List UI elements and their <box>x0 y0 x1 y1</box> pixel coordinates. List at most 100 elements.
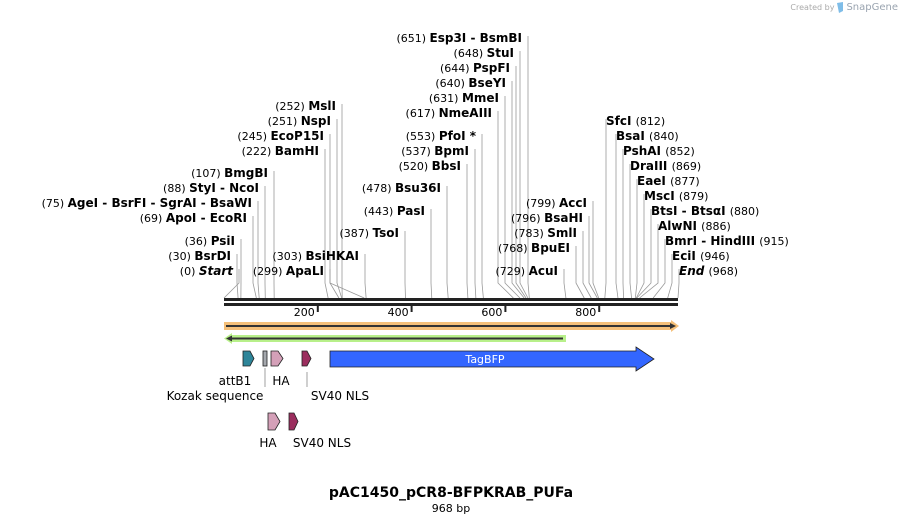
sv40-nls-label-top: SV40 NLS <box>311 389 369 403</box>
restriction-site-label[interactable]: (520) BbsI <box>399 159 461 173</box>
site-leader-line <box>329 134 340 299</box>
restriction-site-label[interactable]: (75) AgeI - BsrFI - SgrAI - BsaWI <box>42 196 252 210</box>
site-leader-line <box>667 254 673 299</box>
ha-label-top: HA <box>272 374 290 388</box>
ruler-tick-label: 400 <box>388 306 409 319</box>
site-leader-line <box>497 111 514 299</box>
restriction-site-label[interactable]: (553) PfoI * <box>406 129 477 143</box>
restriction-site-label[interactable]: (799) AccI <box>526 196 587 210</box>
restriction-site-label[interactable]: PshAI (852) <box>623 144 695 158</box>
ha-feature-top[interactable] <box>270 350 284 367</box>
restriction-site-label[interactable]: (729) AcuI <box>496 264 559 278</box>
restriction-site-label[interactable]: EaeI (877) <box>637 174 700 188</box>
restriction-site-label[interactable]: (644) PspFI <box>440 61 510 75</box>
site-leader-line <box>635 194 645 299</box>
restriction-site-label[interactable]: (796) BsaHI <box>511 211 583 225</box>
plasmid-length: 968 bp <box>431 502 471 515</box>
site-leader-line <box>446 186 449 299</box>
restriction-site-label[interactable]: (0) Start <box>180 264 234 278</box>
sv40-nls-feature-top[interactable] <box>301 350 312 367</box>
restriction-site-label[interactable]: (222) BamHI <box>242 144 319 158</box>
restriction-site-label[interactable]: AlwNI (886) <box>658 219 731 233</box>
credit-brand: SnapGene <box>846 2 898 13</box>
sv40-nls-feature-bottom[interactable] <box>288 412 299 431</box>
kozak-feature[interactable] <box>262 350 268 367</box>
site-leader-line <box>223 269 240 299</box>
restriction-site-label[interactable]: (36) PsiI <box>185 234 235 248</box>
site-leader-line <box>511 81 525 299</box>
site-leader-line <box>329 269 365 299</box>
orange-feature-arrow[interactable] <box>224 320 679 332</box>
site-leader-line <box>481 134 484 299</box>
restriction-site-label[interactable]: (245) EcoP15I <box>237 129 324 143</box>
site-leader-line <box>324 149 329 299</box>
restriction-site-label[interactable]: (299) ApaLI <box>253 264 324 278</box>
ruler-tick-label: 800 <box>575 306 596 319</box>
site-leader-line <box>592 201 600 299</box>
attb1-label: attB1 <box>219 374 252 388</box>
restriction-site-label[interactable]: (252) MslI <box>275 99 336 113</box>
site-leader-line <box>364 254 367 299</box>
plasmid-title: pAC1450_pCR8-BFPKRAB_PUFa <box>328 485 574 501</box>
restriction-site-label[interactable]: (303) BsiHKAI <box>272 249 359 263</box>
restriction-site-label[interactable]: (443) PasI <box>364 204 425 218</box>
site-leader-line <box>677 269 680 299</box>
site-leader-line <box>636 209 652 299</box>
restriction-site-label[interactable]: (387) TsoI <box>339 226 399 240</box>
site-leader-line <box>588 216 598 299</box>
ruler-tick-label: 200 <box>294 306 315 319</box>
site-leader-line <box>504 96 521 299</box>
kozak-label: Kozak sequence <box>167 389 264 403</box>
restriction-site-label[interactable]: BmrI - HindIII (915) <box>665 234 789 248</box>
restriction-site-label[interactable]: (651) Esp3I - BsmBI <box>396 31 522 45</box>
site-leader-line <box>639 224 659 299</box>
site-leader-line <box>257 201 260 299</box>
ruler-tick-label: 600 <box>481 306 502 319</box>
restriction-site-label[interactable]: (88) StyI - NcoI <box>163 181 259 195</box>
sv40-nls-label-bottom: SV40 NLS <box>293 436 351 450</box>
restriction-site-label[interactable]: (69) ApoI - EcoRI <box>140 211 247 225</box>
site-leader-line <box>563 269 567 299</box>
restriction-site-label[interactable]: DraIII (869) <box>630 159 701 173</box>
site-leader-line <box>474 149 477 299</box>
restriction-site-label[interactable]: (617) NmeAIII <box>406 106 492 120</box>
sequence-ruler: 200 400 600 800 <box>224 298 678 319</box>
restriction-site-label[interactable]: EciI (946) <box>672 249 730 263</box>
restriction-site-label[interactable]: (107) BmgBI <box>191 166 268 180</box>
site-leader-line <box>634 179 638 299</box>
site-leader-line <box>527 36 530 299</box>
site-leader-line <box>582 231 592 299</box>
restriction-site-label[interactable]: BsaI (840) <box>616 129 679 143</box>
site-leader-lines <box>223 36 680 299</box>
restriction-site-label[interactable]: (768) BpuEI <box>498 241 570 255</box>
green-feature-arrow[interactable] <box>224 333 566 344</box>
restriction-site-label[interactable]: (478) Bsu36I <box>362 181 441 195</box>
snapgene-logo-icon <box>837 2 844 13</box>
site-leader-line <box>404 231 406 299</box>
restriction-site-label[interactable]: (648) StuI <box>454 46 514 60</box>
site-leader-line <box>615 134 619 299</box>
restriction-site-label[interactable]: (251) NspI <box>268 114 331 128</box>
site-leader-line <box>236 254 239 299</box>
restriction-site-label[interactable]: (783) SmlI <box>514 226 577 240</box>
restriction-site-label[interactable]: MscI (879) <box>644 189 708 203</box>
site-leader-line <box>519 51 529 299</box>
snapgene-credit: Created by SnapGene <box>790 2 898 13</box>
restriction-site-label[interactable]: BtsI - BtsαI (880) <box>651 204 759 218</box>
site-leader-line <box>575 246 585 299</box>
restriction-site-label[interactable]: (30) BsrDI <box>168 249 231 263</box>
site-leader-line <box>652 239 666 299</box>
tagbfp-feature[interactable]: TagBFP <box>329 346 655 372</box>
restriction-site-label[interactable]: End (968) <box>679 264 738 278</box>
restriction-site-label[interactable]: (640) BseYI <box>435 76 506 90</box>
attb1-feature[interactable] <box>242 350 255 367</box>
restriction-site-label[interactable]: (537) BpmI <box>401 144 469 158</box>
restriction-site-label[interactable]: (631) MmeI <box>429 91 499 105</box>
tagbfp-label: TagBFP <box>464 353 504 366</box>
site-leader-line <box>629 164 632 299</box>
ha-feature-bottom[interactable] <box>267 412 281 431</box>
restriction-site-label[interactable]: SfcI (812) <box>606 114 665 128</box>
site-leader-line <box>622 149 624 299</box>
site-leader-line <box>604 119 607 299</box>
